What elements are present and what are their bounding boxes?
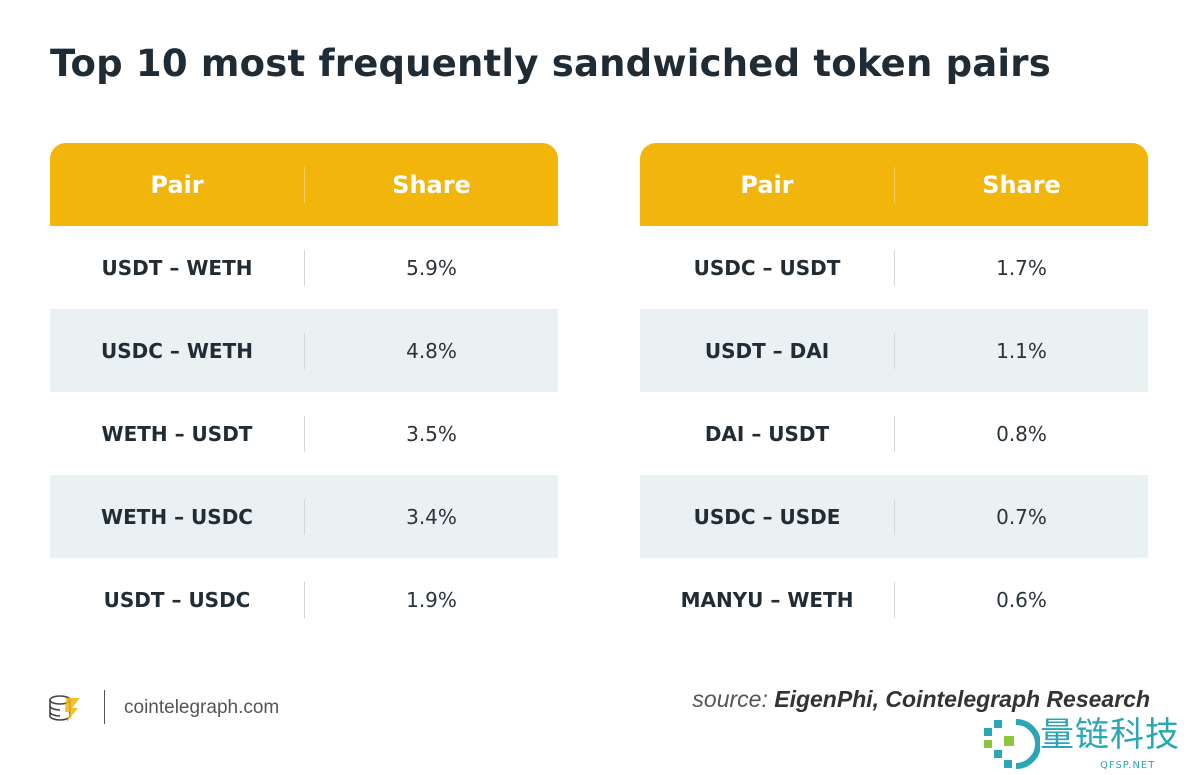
page-title: Top 10 most frequently sandwiched token … — [50, 42, 1051, 85]
source-note: source: EigenPhi, Cointelegraph Research — [692, 686, 1150, 712]
header-pair: Pair — [150, 170, 204, 199]
cointelegraph-logo-icon — [49, 695, 80, 723]
share-cell: 0.8% — [894, 415, 1148, 452]
share-cell: 0.6% — [894, 581, 1148, 618]
pair-cell: USDT – WETH — [101, 255, 253, 280]
watermark-logo-icon — [984, 719, 1040, 769]
table-header: Pair Share — [640, 143, 1148, 226]
header-pair: Pair — [740, 170, 794, 199]
table-row: DAI – USDT 0.8% — [640, 392, 1148, 475]
pair-cell: USDT – USDC — [103, 587, 251, 612]
share-cell: 1.7% — [894, 249, 1148, 286]
header-share: Share — [304, 166, 558, 203]
table-right: Pair Share USDC – USDT 1.7% USDT – DAI 1.1%… — [640, 143, 1148, 641]
share-cell: 1.9% — [304, 581, 558, 618]
table-row: USDC – WETH 4.8% — [50, 309, 558, 392]
table-row: USDC – USDT 1.7% — [640, 226, 1148, 309]
footer-divider — [104, 690, 105, 724]
table-row: USDT – WETH 5.9% — [50, 226, 558, 309]
share-cell: 0.7% — [894, 498, 1148, 535]
table-left: Pair Share USDT – WETH 5.9% USDC – WETH 4.8… — [50, 143, 558, 641]
share-cell: 3.4% — [304, 498, 558, 535]
table-row: USDC – USDE 0.7% — [640, 475, 1148, 558]
site-url: cointelegraph.com — [124, 697, 280, 718]
share-cell: 5.9% — [304, 249, 558, 286]
source-text: EigenPhi, Cointelegraph Research — [774, 686, 1150, 712]
pair-cell: MANYU – WETH — [680, 587, 854, 612]
watermark-sub: QFSP.NET — [1100, 760, 1156, 771]
pair-cell: DAI – USDT — [704, 421, 830, 446]
header-share: Share — [894, 166, 1148, 203]
table-row: WETH – USDT 3.5% — [50, 392, 558, 475]
table-header: Pair Share — [50, 143, 558, 226]
source-prefix: source: — [692, 686, 768, 712]
share-cell: 4.8% — [304, 332, 558, 369]
pair-cell: WETH – USDC — [101, 504, 253, 529]
pair-cell: USDC – USDE — [693, 504, 841, 529]
pair-cell: USDT – DAI — [704, 338, 830, 363]
table-row: USDT – DAI 1.1% — [640, 309, 1148, 392]
pair-cell: USDC – USDT — [693, 255, 841, 280]
share-cell: 1.1% — [894, 332, 1148, 369]
pair-cell: USDC – WETH — [101, 338, 253, 363]
table-row: USDT – USDC 1.9% — [50, 558, 558, 641]
table-row: WETH – USDC 3.4% — [50, 475, 558, 558]
pair-cell: WETH – USDT — [101, 421, 253, 446]
table-row: MANYU – WETH 0.6% — [640, 558, 1148, 641]
share-cell: 3.5% — [304, 415, 558, 452]
watermark-text: 量链科技 — [1040, 715, 1180, 755]
